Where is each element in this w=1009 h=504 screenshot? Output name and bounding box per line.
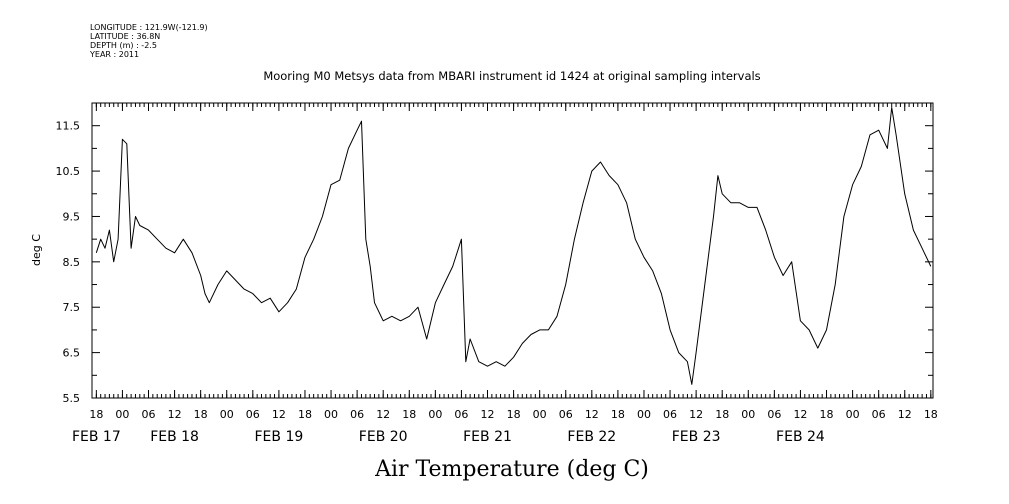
x-hour-tick-label: 12 xyxy=(272,408,286,421)
x-hour-tick-label: 06 xyxy=(663,408,677,421)
x-hour-tick-label: 00 xyxy=(533,408,547,421)
series-group xyxy=(95,107,932,385)
x-day-label: FEB 17 xyxy=(72,429,121,445)
x-hour-tick-label: 18 xyxy=(298,408,312,421)
x-day-label: FEB 23 xyxy=(672,429,721,445)
x-hour-tick-label: 18 xyxy=(611,408,625,421)
x-hour-tick-label: 12 xyxy=(168,408,182,421)
x-hour-tick-label: 18 xyxy=(715,408,729,421)
longitude-label: LONGITUDE : 121.9W(-121.9) xyxy=(90,23,208,32)
x-hour-tick-label: 18 xyxy=(194,408,208,421)
x-hour-tick-label: 00 xyxy=(846,408,860,421)
x-day-label: FEB 24 xyxy=(776,429,825,445)
x-hour-tick-label: 00 xyxy=(324,408,338,421)
y-tick-label: 8.5 xyxy=(63,256,81,269)
x-hour-tick-label: 12 xyxy=(793,408,807,421)
chart-title: Mooring M0 Metsys data from MBARI instru… xyxy=(263,69,760,83)
x-hour-tick-label: 00 xyxy=(741,408,755,421)
x-day-label: FEB 22 xyxy=(567,429,616,445)
x-day-label: FEB 18 xyxy=(150,429,199,445)
y-axis-label: deg C xyxy=(30,234,43,266)
x-hour-tick-label: 06 xyxy=(559,408,573,421)
x-hour-tick-label: 12 xyxy=(898,408,912,421)
x-hour-tick-label: 06 xyxy=(350,408,364,421)
series-line xyxy=(95,107,932,385)
plot-frame xyxy=(91,102,934,399)
y-axis: 5.5 6.5 7.5 8.5 9.5 10.5 11.5 xyxy=(56,102,933,405)
x-hour-tick-label: 06 xyxy=(767,408,781,421)
x-hour-tick-label: 00 xyxy=(428,408,442,421)
x-hour-tick-label: 12 xyxy=(376,408,390,421)
x-hour-tick-label: 18 xyxy=(820,408,834,421)
x-hour-tick-label: 00 xyxy=(220,408,234,421)
x-hour-tick-label: 18 xyxy=(924,408,938,421)
x-hour-tick-label: 06 xyxy=(872,408,886,421)
y-tick-label: 10.5 xyxy=(56,165,81,178)
x-axis-label: Air Temperature (deg C) xyxy=(374,457,649,482)
x-hour-tick-label: 06 xyxy=(454,408,468,421)
x-hour-tick-label: 06 xyxy=(246,408,260,421)
latitude-label: LATITUDE : 36.8N xyxy=(90,32,160,41)
x-axis: 18 00 06 12 18 00 06 12 18 00 06 12 18 00 06 12 18 00 06 12… xyxy=(72,103,938,445)
y-tick-label: 6.5 xyxy=(63,347,81,360)
x-hour-tick-label: 18 xyxy=(89,408,103,421)
depth-label: DEPTH (m) : -2.5 xyxy=(90,41,157,50)
year-label: YEAR : 2011 xyxy=(89,50,139,59)
y-tick-label: 11.5 xyxy=(56,120,81,133)
x-hour-tick-label: 18 xyxy=(507,408,521,421)
y-tick-label: 9.5 xyxy=(63,210,81,223)
x-hour-tick-label: 18 xyxy=(402,408,416,421)
y-tick-label: 7.5 xyxy=(63,301,81,314)
x-hour-tick-label: 00 xyxy=(637,408,651,421)
x-hour-tick-label: 12 xyxy=(481,408,495,421)
y-tick-label: 5.5 xyxy=(63,392,81,405)
x-hour-tick-label: 00 xyxy=(115,408,129,421)
x-day-label: FEB 19 xyxy=(254,429,303,445)
x-day-label: FEB 20 xyxy=(359,429,408,445)
x-hour-tick-label: 06 xyxy=(142,408,156,421)
x-hour-tick-label: 12 xyxy=(689,408,703,421)
x-hour-tick-label: 12 xyxy=(585,408,599,421)
x-day-label: FEB 21 xyxy=(463,429,512,445)
